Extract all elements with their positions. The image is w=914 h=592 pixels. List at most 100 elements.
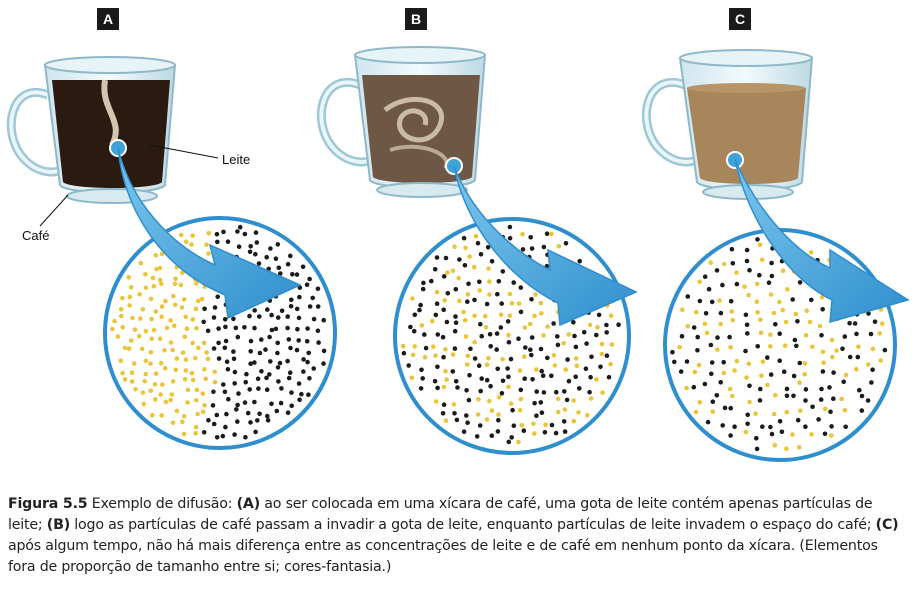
particle xyxy=(139,346,145,352)
particle xyxy=(821,360,826,366)
particle xyxy=(505,319,511,324)
particle xyxy=(233,325,239,331)
particle xyxy=(745,421,750,427)
particle xyxy=(305,359,310,365)
particle xyxy=(265,307,270,312)
particle xyxy=(122,345,128,351)
particle xyxy=(235,229,240,234)
particle xyxy=(709,371,714,377)
particle xyxy=(691,384,697,390)
particle xyxy=(771,411,777,417)
particle xyxy=(831,396,836,402)
particle xyxy=(195,411,200,417)
magnifier-circle-c xyxy=(663,228,897,462)
particle xyxy=(255,376,261,382)
particle xyxy=(224,411,229,417)
particle xyxy=(211,389,216,395)
particle xyxy=(210,403,216,408)
particle xyxy=(221,382,226,387)
particle xyxy=(247,249,253,255)
particle xyxy=(527,321,533,327)
particle xyxy=(202,367,207,372)
particle xyxy=(785,287,790,292)
particle xyxy=(594,377,599,382)
particle xyxy=(143,358,149,364)
particle xyxy=(461,309,466,315)
particle xyxy=(797,280,803,285)
particle xyxy=(732,424,737,430)
particle xyxy=(494,331,500,336)
particle xyxy=(441,274,447,279)
particle xyxy=(148,361,153,366)
particle xyxy=(839,396,844,402)
particle xyxy=(516,336,521,342)
particle xyxy=(483,325,489,330)
particle xyxy=(152,382,158,387)
particle xyxy=(744,375,749,380)
particle xyxy=(734,270,739,275)
particle xyxy=(483,313,488,319)
particle xyxy=(842,334,848,339)
particle xyxy=(827,385,832,390)
particle xyxy=(231,316,236,322)
particle xyxy=(203,376,208,382)
particle xyxy=(452,411,457,416)
particle xyxy=(245,410,251,416)
particle xyxy=(222,345,228,351)
particle xyxy=(539,368,544,374)
particle xyxy=(714,268,720,273)
particle xyxy=(777,331,782,337)
particle xyxy=(158,392,163,397)
particle xyxy=(517,368,523,373)
particle xyxy=(794,343,799,349)
particle xyxy=(120,324,125,330)
particle xyxy=(727,386,733,392)
particle xyxy=(452,244,457,249)
figure-number: Figura 5.5 xyxy=(8,496,88,512)
particle xyxy=(795,417,801,423)
particle xyxy=(141,401,147,407)
particle xyxy=(243,435,248,440)
particle xyxy=(509,435,514,440)
particle xyxy=(820,307,825,312)
particle xyxy=(466,397,472,403)
particle xyxy=(268,246,273,251)
particle xyxy=(714,393,720,398)
particle xyxy=(268,359,273,364)
particle xyxy=(854,331,859,337)
particle xyxy=(127,303,132,308)
particle xyxy=(529,297,534,302)
particle xyxy=(529,246,535,251)
particle xyxy=(153,371,159,377)
particle xyxy=(204,350,209,355)
particle xyxy=(214,412,220,418)
particle xyxy=(680,307,685,313)
zoom-arrow-b xyxy=(445,157,638,327)
particle xyxy=(747,399,752,405)
particle xyxy=(779,429,785,435)
particle xyxy=(486,266,491,271)
particle xyxy=(420,376,426,381)
particle xyxy=(487,279,492,284)
particle xyxy=(150,412,155,418)
particle xyxy=(563,367,568,372)
particle xyxy=(131,361,137,366)
particle xyxy=(677,344,682,350)
particle xyxy=(410,296,415,301)
particle xyxy=(518,309,524,315)
particle xyxy=(541,244,547,250)
particle xyxy=(588,374,593,380)
particle xyxy=(566,332,572,337)
particle xyxy=(797,380,802,386)
particle xyxy=(184,326,190,332)
particle xyxy=(202,306,207,312)
particle xyxy=(275,242,281,247)
particle xyxy=(722,405,728,411)
particle xyxy=(455,385,460,390)
particle xyxy=(782,343,788,349)
particle xyxy=(709,299,715,305)
particle xyxy=(204,242,209,247)
caption-text-1: Exemplo de difusão: xyxy=(87,496,237,512)
particle xyxy=(522,325,528,330)
particle xyxy=(488,344,494,349)
